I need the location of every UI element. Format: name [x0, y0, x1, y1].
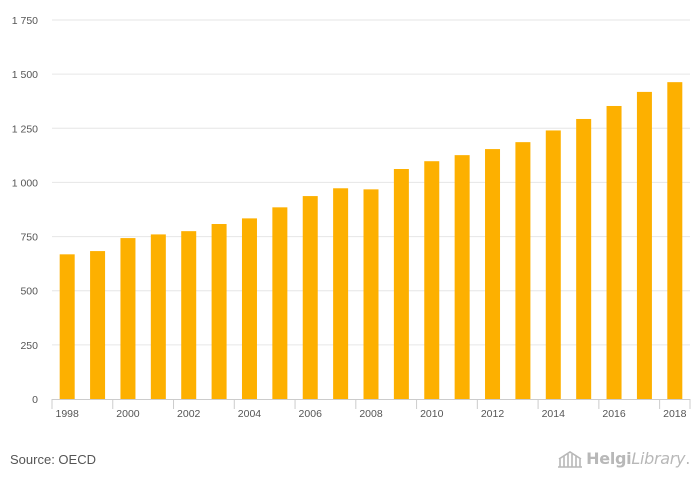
bar: [181, 231, 197, 399]
bar: [515, 142, 531, 399]
x-tick-label: 2000: [116, 408, 140, 420]
y-tick-label: 1 000: [12, 177, 38, 189]
x-tick-label: 2010: [420, 408, 444, 420]
bar: [393, 169, 409, 399]
y-tick-label: 1 500: [12, 69, 38, 81]
x-tick-label: 2012: [481, 408, 505, 420]
bar: [424, 161, 440, 399]
x-tick-label: 2008: [359, 408, 383, 420]
bar: [302, 196, 318, 399]
bar: [90, 251, 106, 399]
x-tick-label: 2014: [542, 408, 566, 420]
bar: [363, 189, 379, 399]
logo-text: HelgiLibrary.: [586, 449, 690, 468]
bar: [333, 188, 349, 399]
bar: [606, 105, 622, 400]
bar: [454, 155, 470, 399]
bar: [241, 218, 257, 399]
bar: [485, 149, 501, 399]
bar: [545, 130, 561, 400]
y-tick-label: 500: [20, 286, 38, 298]
helgi-library-logo[interactable]: HelgiLibrary.: [557, 449, 690, 468]
y-tick-label: 750: [20, 232, 38, 244]
bar: [211, 224, 227, 399]
y-tick-label: 1 750: [12, 15, 38, 27]
x-tick-label: 2006: [299, 408, 323, 420]
bar: [636, 91, 652, 400]
x-tick-label: 2018: [663, 408, 687, 420]
library-building-icon: [558, 450, 583, 468]
y-tick-label: 0: [32, 394, 38, 406]
x-tick-label: 2002: [177, 408, 201, 420]
bar: [59, 254, 75, 399]
source-note: Source: OECD: [10, 452, 96, 467]
y-tick-label: 250: [20, 340, 38, 352]
bar: [120, 238, 136, 399]
x-tick-label: 2004: [238, 408, 262, 420]
bar: [576, 118, 592, 399]
bar: [272, 207, 288, 399]
x-tick-label: 2016: [602, 408, 626, 420]
x-tick-label: 1998: [56, 408, 80, 420]
bar: [150, 234, 166, 399]
bar-chart: 0 250 500 750 1 000 1 250 1 500 1 750 1998 2000 20…: [12, 15, 691, 420]
bar: [667, 82, 683, 399]
y-tick-label: 1 250: [12, 123, 38, 135]
